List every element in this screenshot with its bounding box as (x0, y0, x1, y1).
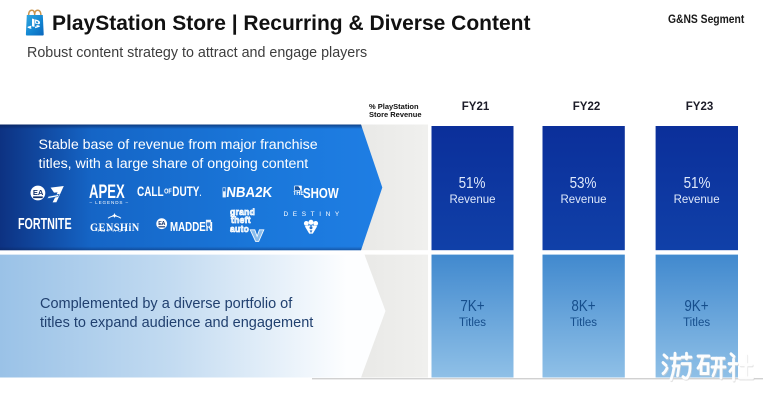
svg-text:EA: EA (33, 188, 44, 197)
svg-text:EA: EA (158, 221, 165, 227)
